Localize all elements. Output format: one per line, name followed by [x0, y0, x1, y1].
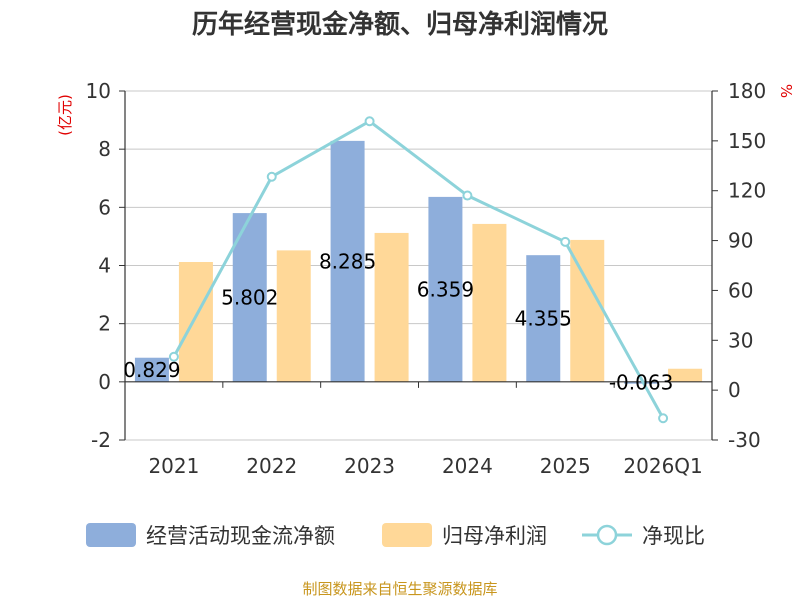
net-profit-bar [668, 368, 703, 382]
left-axis-unit: (亿元) [56, 94, 74, 136]
legend-label-net-profit: 归母净利润 [442, 524, 547, 548]
cashflow-value-label: 8.285 [319, 249, 376, 273]
cashflow-value-label: 0.829 [123, 358, 180, 382]
source-note: 制图数据来自恒生聚源数据库 [302, 580, 497, 598]
category-label: 2024 [442, 454, 493, 478]
left-tick-label: 0 [98, 370, 111, 394]
ratio-polyline [172, 119, 665, 419]
bar-labels: 0.829 5.802 8.285 6.359 4.355 -0.063 [123, 249, 673, 394]
cashflow-bar [526, 255, 561, 382]
legend-swatch-cashflow [86, 523, 136, 547]
right-tick-label: 30 [728, 328, 753, 352]
ratio-point [266, 171, 277, 182]
right-tick-label: 180 [728, 79, 766, 103]
left-tick-label: 6 [98, 195, 111, 219]
cashflow-value-label: -0.063 [609, 371, 673, 395]
right-tick-label: 0 [728, 378, 741, 402]
cashflow-value-label: 5.802 [221, 285, 278, 309]
net-profit-bar [472, 223, 507, 382]
left-tick-label: 10 [86, 79, 111, 103]
category-label: 2025 [540, 454, 591, 478]
ratio-point [168, 351, 179, 362]
category-label: 2023 [344, 454, 395, 478]
right-tick-label: 150 [728, 129, 766, 153]
bars [134, 140, 703, 384]
left-tick-label: 8 [98, 137, 111, 161]
axes [119, 90, 718, 441]
ratio-point [560, 236, 571, 247]
legend-label-ratio: 净现比 [642, 524, 705, 548]
ratio-point [364, 116, 375, 127]
cashflow-value-label: 6.359 [417, 277, 474, 301]
right-tick-label: 60 [728, 278, 753, 302]
chart-title: 历年经营现金净额、归母净利润情况 [192, 9, 608, 40]
right-tick-label: -30 [728, 428, 761, 452]
cashflow-bar [428, 196, 463, 382]
legend-swatch-net-profit [382, 523, 432, 547]
right-axis-unit: % [777, 84, 795, 98]
cashflow-bar [624, 381, 659, 384]
cashflow-bar [330, 140, 365, 382]
ratio-point [658, 413, 669, 424]
tick-labels: -2 0 2 4 6 8 10 -30 0 30 60 90 120 150 180 2021 2022 2023… [86, 79, 767, 478]
net-profit-bar [178, 262, 213, 382]
legend-label-cashflow: 经营活动现金流净额 [146, 524, 335, 548]
category-label: 2026Q1 [623, 454, 702, 478]
net-profit-bar [374, 232, 409, 382]
ratio-point [462, 190, 473, 201]
legend: 经营活动现金流净额 归母净利润 净现比 [86, 523, 705, 548]
left-tick-label: -2 [91, 428, 111, 452]
category-label: 2022 [246, 454, 297, 478]
cashflow-bar [134, 357, 169, 382]
left-tick-label: 4 [98, 254, 111, 278]
legend-swatch-ratio-marker [596, 524, 618, 546]
cashflow-value-label: 4.355 [515, 307, 572, 331]
category-label: 2021 [148, 454, 199, 478]
left-tick-label: 2 [98, 312, 111, 336]
right-tick-label: 90 [728, 229, 753, 253]
right-tick-label: 120 [728, 179, 766, 203]
net-profit-bar [276, 250, 311, 382]
ratio-line [168, 116, 669, 424]
